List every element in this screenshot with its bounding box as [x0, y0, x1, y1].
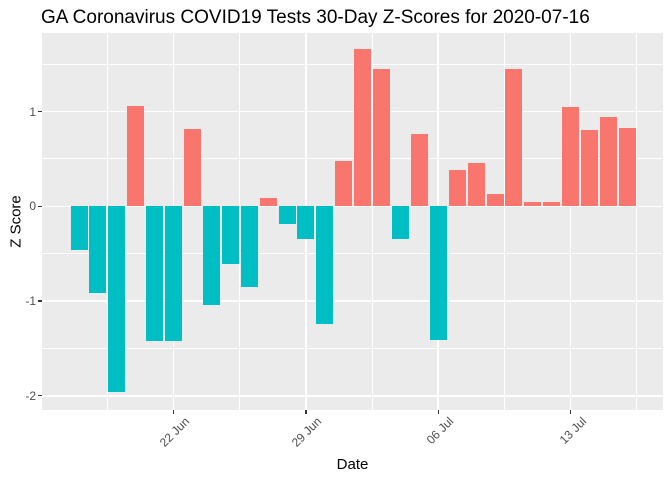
bar	[259, 197, 277, 207]
bar	[221, 206, 239, 265]
bar	[486, 194, 504, 207]
x-tick-label: 22 Jun	[156, 414, 192, 450]
x-tick-label: 13 Jul	[556, 414, 589, 447]
x-tick-label: 06 Jul	[423, 414, 457, 447]
gridline-major-vertical	[569, 33, 572, 410]
y-tick-label: 0	[29, 199, 36, 214]
bar	[562, 106, 580, 207]
x-tick-label: 29 Jun	[288, 414, 325, 450]
bar	[543, 201, 561, 207]
plot-panel	[42, 33, 663, 410]
gridline-minor-horizontal	[42, 63, 663, 65]
y-tick-mark	[38, 395, 42, 397]
y-tick-label: -1	[25, 294, 36, 309]
bar	[297, 206, 315, 239]
bar	[335, 160, 353, 207]
bar	[165, 206, 183, 341]
gridline-minor-horizontal	[42, 253, 663, 255]
y-tick-label: -2	[25, 388, 36, 403]
bar	[108, 206, 126, 392]
x-tick-mark	[305, 410, 307, 414]
bar	[524, 201, 542, 207]
bar	[429, 206, 447, 340]
x-axis-title: Date	[336, 456, 369, 473]
bar	[70, 206, 88, 250]
y-axis-title: Z Score	[7, 194, 25, 248]
gridline-minor-vertical	[371, 33, 373, 410]
bar	[316, 206, 334, 324]
chart-title: GA Coronavirus COVID19 Tests 30-Day Z-Sc…	[41, 7, 590, 28]
bar	[467, 162, 485, 207]
bar	[127, 105, 145, 207]
bar	[410, 134, 428, 207]
bar	[505, 68, 523, 207]
y-tick-mark	[38, 111, 42, 113]
bar	[373, 68, 391, 207]
bar	[89, 206, 107, 294]
bar	[354, 49, 372, 207]
gridline-minor-horizontal	[42, 158, 663, 160]
gridline-major-horizontal	[42, 205, 663, 208]
x-tick-mark	[570, 410, 572, 414]
y-tick-mark	[38, 205, 42, 207]
y-tick-label: 1	[29, 104, 36, 119]
gridline-minor-vertical	[239, 33, 241, 410]
x-tick-mark	[172, 410, 175, 414]
gridline-major-horizontal	[42, 110, 663, 113]
bar	[599, 117, 617, 207]
gridline-major-horizontal	[42, 394, 663, 397]
bar	[183, 128, 201, 207]
bar	[581, 129, 599, 207]
gridline-minor-vertical	[636, 33, 638, 410]
bar	[202, 206, 220, 305]
gridline-minor-vertical	[503, 33, 505, 410]
bar	[618, 127, 636, 207]
bar	[448, 170, 466, 207]
gridline-major-horizontal	[42, 300, 663, 302]
bar	[391, 206, 409, 240]
gridline-minor-horizontal	[42, 347, 663, 349]
bar	[146, 206, 164, 341]
gridline-minor-vertical	[106, 33, 108, 410]
bar	[278, 206, 296, 225]
x-tick-mark	[437, 410, 439, 414]
bar	[240, 206, 258, 287]
y-tick-mark	[38, 300, 42, 302]
